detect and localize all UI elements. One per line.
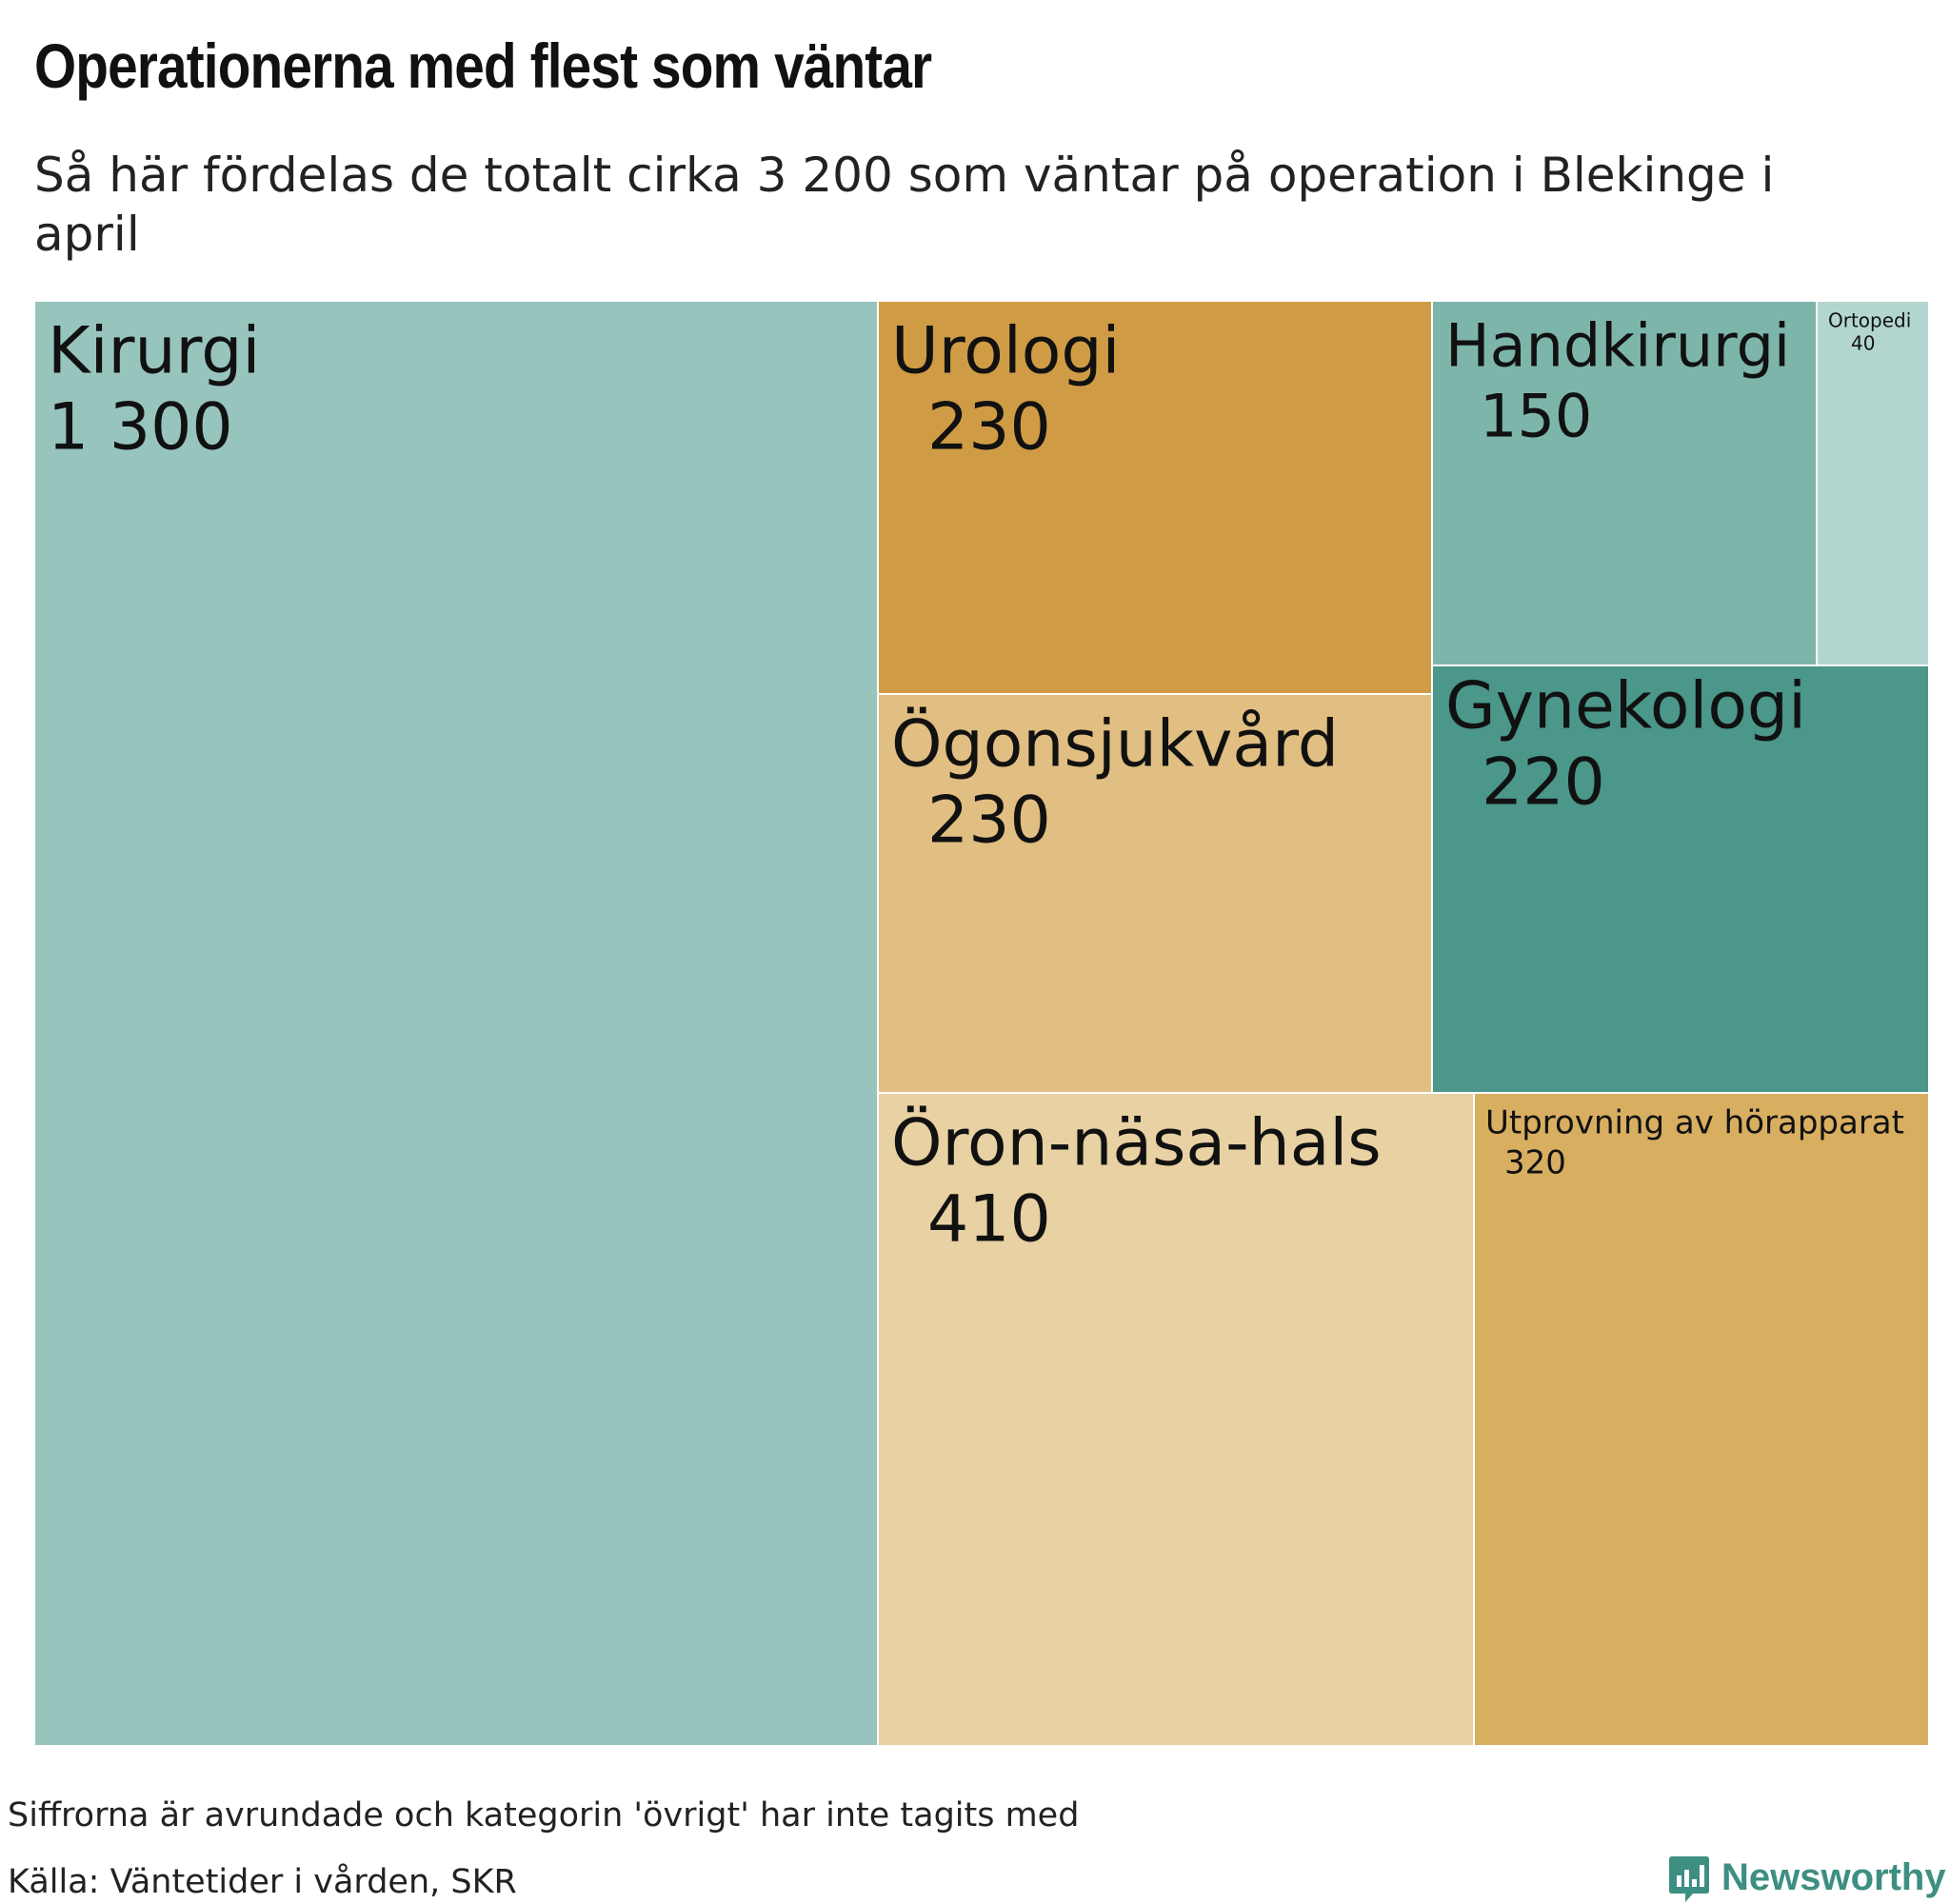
tile-value-ortopedi: 40 — [1851, 332, 1875, 355]
newsworthy-logo: Newsworthy — [1668, 1854, 1946, 1904]
tile-label-urologi: Urologi — [891, 314, 1120, 389]
chart-subtitle: Så här fördelas de totalt cirka 3 200 so… — [34, 148, 1775, 262]
tile-rect-ogonsjukvard — [877, 693, 1433, 1094]
tile-label-ortopedi: Ortopedi — [1828, 309, 1911, 332]
tile-rect-oron-nasa-hals — [877, 1092, 1475, 1747]
tile-label-handkirurgi: Handkirurgi — [1445, 311, 1790, 381]
bar-chart-speech-bubble-icon — [1669, 1856, 1709, 1902]
tile-value-oron-nasa-hals: 410 — [927, 1182, 1051, 1258]
tile-rect-kirurgi — [33, 300, 879, 1747]
tile-label-kirurgi: Kirurgi — [48, 314, 260, 389]
source-note: Källa: Väntetider i vården, SKR — [8, 1863, 517, 1901]
brand-name: Newsworthy — [1721, 1856, 1946, 1898]
tile-label-gynekologi: Gynekologi — [1445, 669, 1806, 744]
chart-title: Operationerna med flest som väntar — [34, 30, 932, 101]
tile-value-utprovning-av-horapparat: 320 — [1504, 1143, 1566, 1181]
tile-value-gynekologi: 220 — [1482, 745, 1605, 821]
tile-label-ogonsjukvard: Ögonsjukvård — [891, 707, 1339, 783]
tile-value-ogonsjukvard: 230 — [927, 783, 1051, 859]
tile-value-handkirurgi: 150 — [1480, 382, 1592, 451]
tile-label-utprovning-av-horapparat: Utprovning av hörapparat — [1485, 1103, 1904, 1141]
tile-rect-utprovning-av-horapparat — [1473, 1092, 1930, 1747]
tile-rect-gynekologi — [1431, 664, 1930, 1094]
tile-value-kirurgi: 1 300 — [48, 390, 233, 466]
tile-label-oron-nasa-hals: Öron-näsa-hals — [891, 1106, 1382, 1181]
tile-rect-ortopedi — [1816, 300, 1930, 666]
footnote: Siffrorna är avrundade och kategorin 'öv… — [8, 1796, 1080, 1835]
tile-value-urologi: 230 — [927, 390, 1051, 466]
